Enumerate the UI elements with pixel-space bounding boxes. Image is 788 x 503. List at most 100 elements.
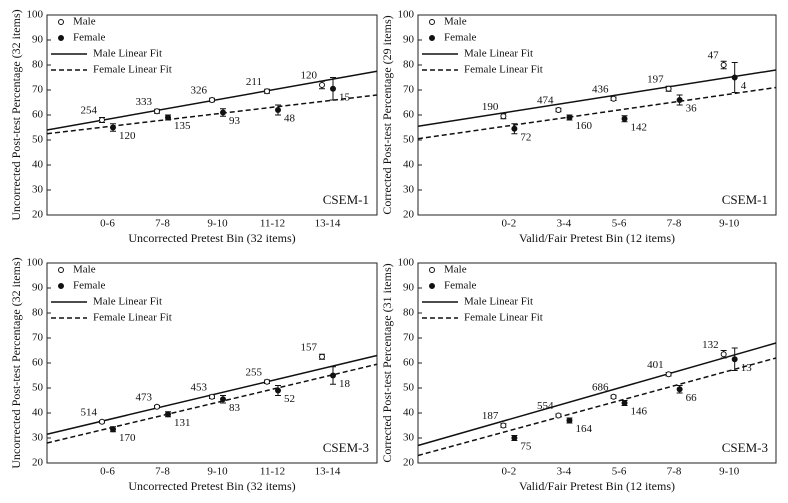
- y-tick-label: 90: [403, 282, 415, 294]
- x-tick-label: 0-6: [100, 466, 115, 478]
- data-point: [566, 417, 573, 424]
- data-point: [511, 435, 518, 441]
- legend-label: Male: [444, 16, 467, 28]
- legend-label: Female Linear Fit: [464, 64, 543, 76]
- data-point: [154, 108, 160, 115]
- x-tick-label: 9-10: [719, 218, 740, 230]
- data-point: [720, 62, 727, 68]
- legend-label: Female: [73, 280, 105, 292]
- y-tick-label: 100: [398, 9, 415, 21]
- data-point: [566, 114, 573, 121]
- count-label: 187: [482, 410, 499, 422]
- data-point: [165, 114, 171, 121]
- legend-marker: [58, 283, 64, 289]
- count-label: 52: [284, 393, 295, 405]
- data-point: [110, 426, 116, 433]
- y-tick-label: 30: [403, 184, 415, 196]
- data-point: [500, 113, 507, 120]
- y-tick-label: 20: [32, 209, 44, 221]
- panel-annotation: CSEM-1: [323, 192, 369, 207]
- count-label: 146: [631, 406, 648, 418]
- panel-annotation: CSEM-3: [722, 440, 768, 455]
- x-tick-label: 11-12: [260, 218, 285, 230]
- panel-annotation: CSEM-1: [722, 192, 768, 207]
- y-tick-label: 60: [403, 109, 415, 121]
- data-point: [275, 107, 281, 113]
- y-tick-label: 40: [403, 159, 415, 171]
- count-label: 72: [520, 131, 531, 143]
- count-label: 66: [686, 392, 698, 404]
- count-label: 514: [81, 406, 98, 418]
- count-label: 131: [174, 417, 191, 429]
- data-point: [220, 396, 226, 403]
- x-tick-label: 3-4: [557, 466, 572, 478]
- y-tick-label: 70: [32, 332, 44, 344]
- data-point: [555, 107, 562, 113]
- y-axis-label: Uncorrected Post-test Percentage (32 ite…: [9, 257, 23, 468]
- panel: 20 30 40 50 60 70 80 90 100 0-2 3-4 5-6 7-8 9-10 Valid…: [380, 257, 777, 493]
- count-label: 120: [119, 130, 136, 142]
- y-tick-label: 50: [32, 382, 44, 394]
- y-tick-label: 90: [403, 34, 415, 46]
- y-tick-label: 100: [27, 9, 44, 21]
- legend-label: Male Linear Fit: [93, 48, 162, 60]
- y-tick-label: 80: [32, 59, 44, 71]
- y-tick-label: 30: [32, 184, 44, 196]
- x-tick-label: 3-4: [557, 218, 572, 230]
- legend-label: Male: [73, 16, 96, 28]
- count-label: 190: [482, 101, 499, 113]
- y-tick-label: 40: [32, 159, 44, 171]
- legend-label: Female Linear Fit: [464, 312, 543, 324]
- count-label: 473: [136, 391, 153, 403]
- count-label: 120: [301, 70, 318, 82]
- legend-label: Female Linear Fit: [93, 64, 172, 76]
- y-tick-label: 20: [32, 457, 44, 469]
- count-label: 254: [81, 105, 98, 117]
- count-label: 197: [647, 73, 664, 85]
- data-point: [511, 125, 518, 132]
- data-point: [209, 97, 215, 103]
- y-tick-label: 70: [32, 84, 44, 96]
- count-label: 93: [229, 115, 241, 127]
- data-point: [264, 88, 270, 95]
- y-tick-label: 90: [32, 34, 44, 46]
- count-label: 18: [339, 378, 351, 390]
- count-label: 686: [592, 381, 609, 393]
- data-point: [676, 386, 683, 393]
- legend-marker: [58, 267, 64, 273]
- legend-marker: [429, 267, 435, 273]
- x-tick-label: 7-8: [667, 218, 682, 230]
- y-tick-label: 100: [27, 257, 44, 269]
- count-label: 160: [575, 120, 592, 132]
- x-tick-label: 13-14: [315, 218, 341, 230]
- data-point: [165, 411, 171, 418]
- legend-label: Female: [444, 280, 476, 292]
- fit-line: [417, 69, 777, 127]
- count-label: 48: [284, 113, 296, 125]
- y-tick-label: 60: [32, 357, 44, 369]
- y-tick-label: 60: [32, 109, 44, 121]
- y-tick-label: 80: [32, 307, 44, 319]
- count-label: 83: [229, 402, 241, 414]
- data-point: [99, 117, 105, 123]
- data-point: [720, 351, 727, 358]
- data-point: [264, 378, 270, 385]
- panel: 20 30 40 50 60 70 80 90 100 0-6 7-8 9-10 11-12 13-14 U…: [9, 9, 378, 245]
- x-axis-label: Uncorrected Pretest Bin (32 items): [128, 479, 295, 493]
- y-tick-label: 40: [403, 407, 415, 419]
- x-tick-label: 0-6: [100, 218, 115, 230]
- y-tick-label: 20: [403, 209, 415, 221]
- data-point: [110, 124, 116, 131]
- y-tick-label: 100: [398, 257, 415, 269]
- y-tick-label: 70: [403, 84, 415, 96]
- data-point: [676, 97, 683, 103]
- data-point: [330, 85, 336, 92]
- count-label: 135: [174, 120, 191, 132]
- fit-line: [46, 94, 378, 135]
- y-tick-label: 40: [32, 407, 44, 419]
- data-point: [610, 95, 617, 102]
- count-label: 554: [537, 400, 554, 412]
- data-point: [665, 85, 672, 92]
- x-tick-label: 7-8: [667, 466, 682, 478]
